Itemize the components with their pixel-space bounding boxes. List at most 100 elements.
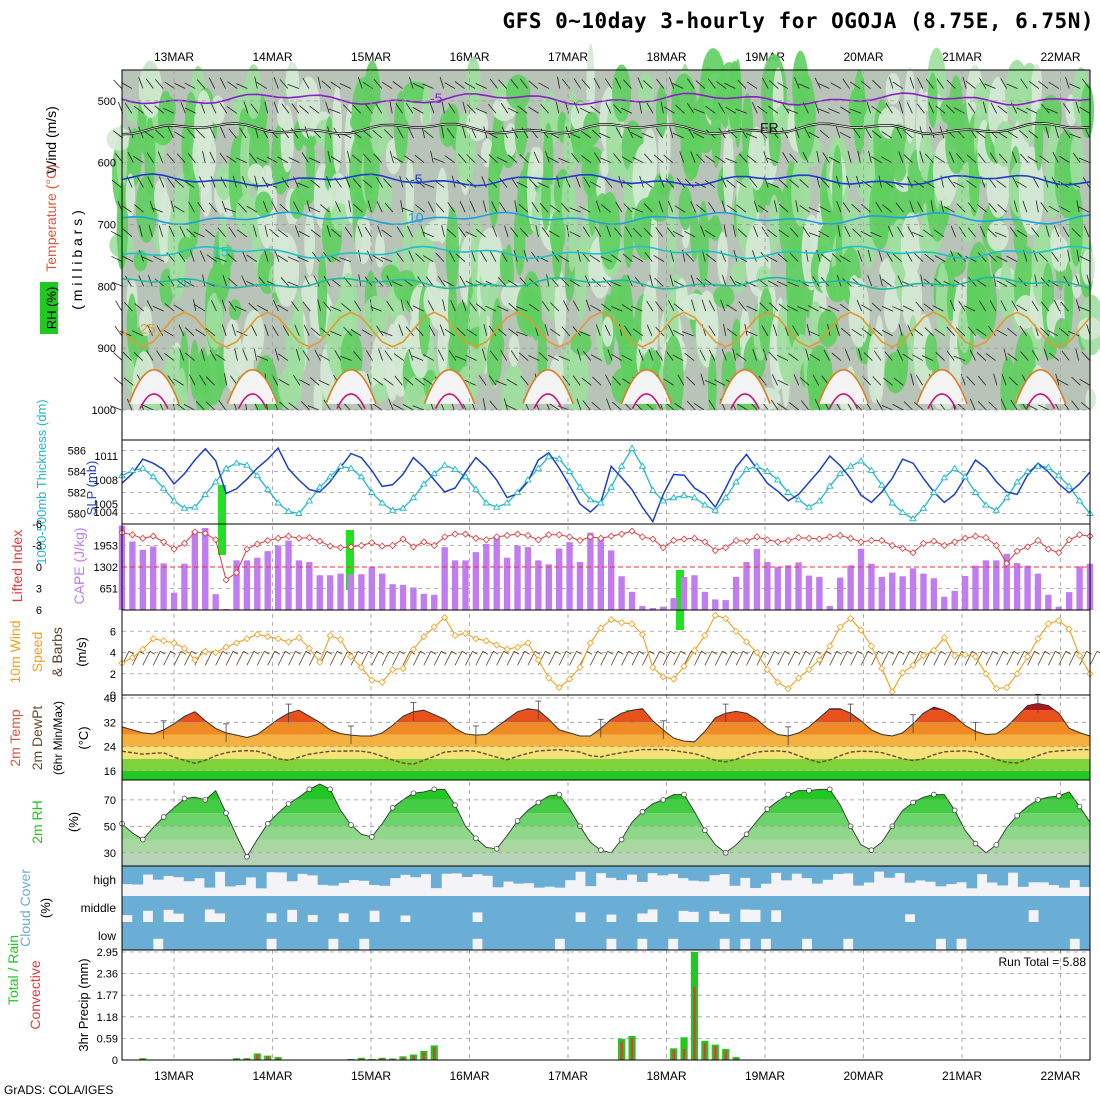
- wind-barb: [215, 353, 226, 361]
- wind-barb: [607, 349, 613, 361]
- wind-speed-point: [576, 663, 584, 671]
- cloud-high: [1059, 866, 1070, 888]
- wind-barb: [450, 299, 456, 312]
- wind-barb: [448, 350, 457, 361]
- cloud-low: [461, 922, 473, 950]
- wind-barb: [456, 327, 466, 337]
- wind-barb-10m: [683, 651, 692, 666]
- thickness-point: [909, 514, 917, 522]
- rh-patch: [1064, 261, 1074, 338]
- wind-barb: [1076, 249, 1080, 262]
- cloud-high: [801, 866, 813, 879]
- thickness-point: [711, 506, 720, 513]
- wind-barb: [137, 176, 144, 188]
- page-title: GFS 0~10day 3-hourly for OGOJA (8.75E, 6…: [502, 9, 1094, 33]
- rh-point: [514, 818, 521, 824]
- isotherm-line: [121, 245, 1091, 260]
- wind-speed-point: [316, 658, 324, 666]
- wind-barb: [956, 153, 965, 163]
- wind-speed-point: [680, 662, 688, 670]
- cloud-low: [987, 922, 998, 950]
- wind-barb: [1008, 376, 1018, 386]
- thickness-point: [263, 485, 272, 492]
- wind-barb: [248, 302, 258, 312]
- cloud-high: [832, 866, 844, 874]
- wind-barb: [907, 226, 914, 238]
- rh-patch: [194, 90, 213, 161]
- wind-barb: [752, 250, 757, 262]
- cloud-middle: [389, 896, 401, 924]
- wind-barb: [943, 206, 955, 213]
- cloud-high: [503, 866, 514, 882]
- rh-patch: [422, 84, 431, 135]
- wind-barb: [143, 130, 154, 139]
- wind-barb: [320, 327, 331, 337]
- lifted-point: [212, 536, 220, 544]
- wind-barb: [488, 154, 498, 164]
- wind-barb: [535, 225, 539, 237]
- boundary-loop-inner: [336, 393, 366, 410]
- rh-patch: [641, 280, 659, 370]
- wind-barb: [197, 202, 205, 213]
- wind-barb: [323, 275, 331, 287]
- cape-bar: [337, 573, 344, 610]
- wind-barb: [224, 373, 228, 386]
- cape-bar: [576, 562, 584, 610]
- wind-barb: [907, 176, 913, 188]
- isotherm-line: [121, 173, 1091, 187]
- wind-barb-10m: [839, 651, 848, 666]
- wind-barb: [330, 81, 341, 89]
- cloud-low: [997, 922, 1009, 950]
- wind-barb: [350, 329, 362, 337]
- wind-barb-flag: [732, 650, 738, 655]
- cloud-low: [616, 922, 628, 950]
- lifted-point: [357, 541, 365, 550]
- wind-barb: [548, 230, 560, 238]
- day-label-top: 22MAR: [1040, 50, 1080, 64]
- wind-barb: [190, 250, 195, 262]
- boundary-loop-inner: [730, 393, 760, 410]
- wind-barb: [202, 274, 206, 287]
- wind-barb: [310, 327, 321, 337]
- cloud-low: [266, 922, 277, 939]
- wind-barb: [777, 379, 789, 386]
- lifted-point: [201, 529, 209, 537]
- wind-barb: [595, 200, 601, 213]
- wind-barb: [669, 77, 675, 89]
- wind-barb: [1061, 350, 1070, 361]
- wind-barb-flag: [513, 650, 520, 655]
- thickness-point: [1002, 493, 1011, 501]
- wind-barb: [898, 151, 904, 163]
- rh-point: [452, 802, 458, 808]
- wind-barb: [288, 402, 299, 411]
- rh-patch: [499, 248, 509, 282]
- wind-barb: [718, 102, 726, 114]
- wind-barb: [604, 324, 611, 336]
- wind-barb: [392, 81, 403, 89]
- wind-barb: [1084, 126, 1091, 139]
- precip-conv-bar: [714, 1046, 717, 1060]
- wind-barb-10m: [506, 651, 515, 666]
- wind-barb: [569, 207, 581, 213]
- wind-barb-10m: [215, 651, 224, 666]
- wind-barb: [411, 355, 424, 361]
- wind-barb: [915, 374, 923, 386]
- wind-barb: [723, 225, 727, 237]
- wind-barb: [621, 156, 633, 164]
- cloud-high: [461, 866, 473, 878]
- wind-barb: [818, 83, 830, 89]
- rh-patch: [650, 210, 659, 296]
- wind-barb: [408, 349, 414, 361]
- boundary-loop-inner: [631, 393, 662, 410]
- cloud-middle: [194, 896, 205, 924]
- wind-barb: [956, 203, 966, 213]
- wind-barb: [179, 349, 185, 361]
- cloud-middle: [987, 896, 998, 924]
- rh-patch: [709, 214, 721, 242]
- wind-barb: [219, 102, 228, 114]
- thickness-point: [388, 506, 397, 513]
- wind-barb: [924, 327, 934, 337]
- wind-barb: [679, 151, 685, 163]
- wind-barb: [466, 104, 476, 114]
- lifted-point: [566, 533, 574, 541]
